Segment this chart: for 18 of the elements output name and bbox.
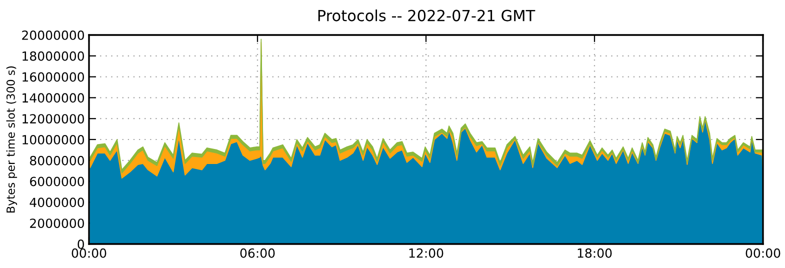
x-tick-label: 06:00 bbox=[240, 248, 275, 258]
y-tick-label: 12000000 bbox=[22, 114, 84, 124]
y-tick-label: 20000000 bbox=[22, 30, 84, 40]
y-tick-label: 10000000 bbox=[22, 134, 84, 144]
y-tick-label: 0 bbox=[78, 239, 84, 249]
x-tick-label: 00:00 bbox=[746, 248, 780, 258]
y-tick-label: 16000000 bbox=[22, 72, 84, 82]
y-tick-label: 4000000 bbox=[30, 198, 84, 208]
y-tick-label: 18000000 bbox=[22, 51, 84, 61]
y-tick-label: 6000000 bbox=[30, 176, 84, 186]
y-tick-label: 8000000 bbox=[30, 156, 84, 166]
x-tick-label: 00:00 bbox=[72, 248, 106, 258]
x-tick-label: 12:00 bbox=[409, 248, 444, 258]
y-tick-label: 2000000 bbox=[30, 218, 84, 228]
y-tick-label: 14000000 bbox=[22, 93, 84, 103]
chart-title: Protocols -- 2022-07-21 GMT bbox=[318, 10, 536, 22]
x-tick-label: 18:00 bbox=[578, 248, 612, 258]
y-axis-title: Bytes per time slot (300 s) bbox=[6, 66, 18, 212]
